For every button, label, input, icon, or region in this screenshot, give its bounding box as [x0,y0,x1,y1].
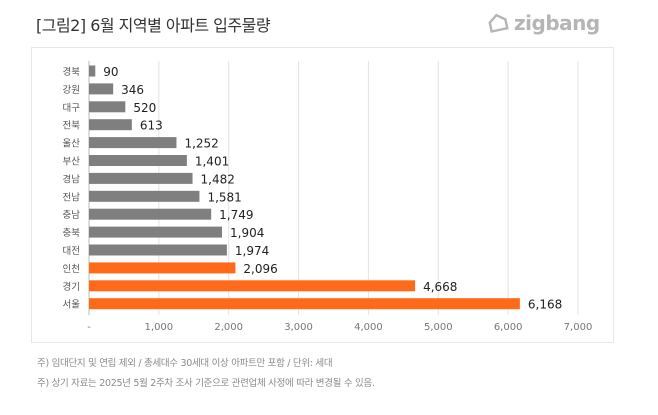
bar-충북 [89,226,223,238]
x-tick-label: 2,000 [214,322,243,333]
x-tick-label: - [87,322,91,333]
category-label: 충남 [63,210,81,221]
x-tick-label: 7,000 [564,322,593,333]
bar-울산 [89,137,177,149]
footnote-1: 주) 임대단지 및 연립 제외 / 총세대수 30세대 이상 아파트만 포함 /… [37,358,333,369]
x-tick-label: 4,000 [354,322,383,333]
category-label: 충북 [63,228,81,239]
x-tick-label: 3,000 [284,322,313,333]
bar-인천 [89,262,236,274]
category-label: 강원 [63,85,80,96]
category-label: 전남 [63,192,81,203]
zigbang-house-icon [488,13,509,33]
bar-부산 [89,155,187,166]
bar-충남 [89,208,212,220]
data-label: 1,401 [195,155,229,169]
bar-대구 [89,101,126,113]
category-label: 서울 [63,300,81,311]
data-label: 613 [140,119,163,133]
data-label: 1,904 [230,226,264,240]
chart-frame [31,47,614,343]
category-label: 경북 [63,66,81,78]
bar-서울 [89,298,520,310]
category-label: 대구 [63,103,81,114]
bar-전북 [89,119,132,131]
x-tick-label: 1,000 [145,322,174,333]
bar-경기 [89,280,416,292]
bar-강원 [89,83,114,95]
bar-경북 [89,65,96,77]
zigbang-logo: zigbang [487,11,600,35]
data-label: 1,252 [184,137,218,151]
category-label: 경기 [63,281,80,293]
category-label: 전북 [63,121,81,132]
data-label: 4,668 [423,280,457,294]
category-label: 인천 [63,264,80,275]
logo-text: zigbang [514,11,600,35]
bar-경남 [89,172,193,184]
bar-전남 [89,190,200,202]
category-label: 경남 [63,173,81,185]
x-tick-label: 6,000 [494,322,523,333]
data-label: 1,482 [201,172,235,186]
bar-대전 [89,244,227,256]
data-label: 1,974 [235,244,269,258]
data-label: 1,581 [207,190,241,204]
x-tick-label: 5,000 [424,322,453,333]
category-label: 부산 [63,157,81,168]
data-label: 6,168 [528,298,562,312]
data-label: 346 [121,83,144,97]
footnote-2: 주) 상기 자료는 2025년 5월 2주차 조사 기준으로 관련업체 사정에 … [37,378,375,389]
data-label: 520 [133,101,156,115]
category-label: 울산 [63,139,81,150]
data-label: 90 [103,65,118,79]
data-label: 2,096 [243,262,277,276]
page-title: [그림2] 6월 지역별 아파트 입주물량 [36,16,271,35]
category-label: 대전 [63,246,80,257]
data-label: 1,749 [219,208,253,222]
